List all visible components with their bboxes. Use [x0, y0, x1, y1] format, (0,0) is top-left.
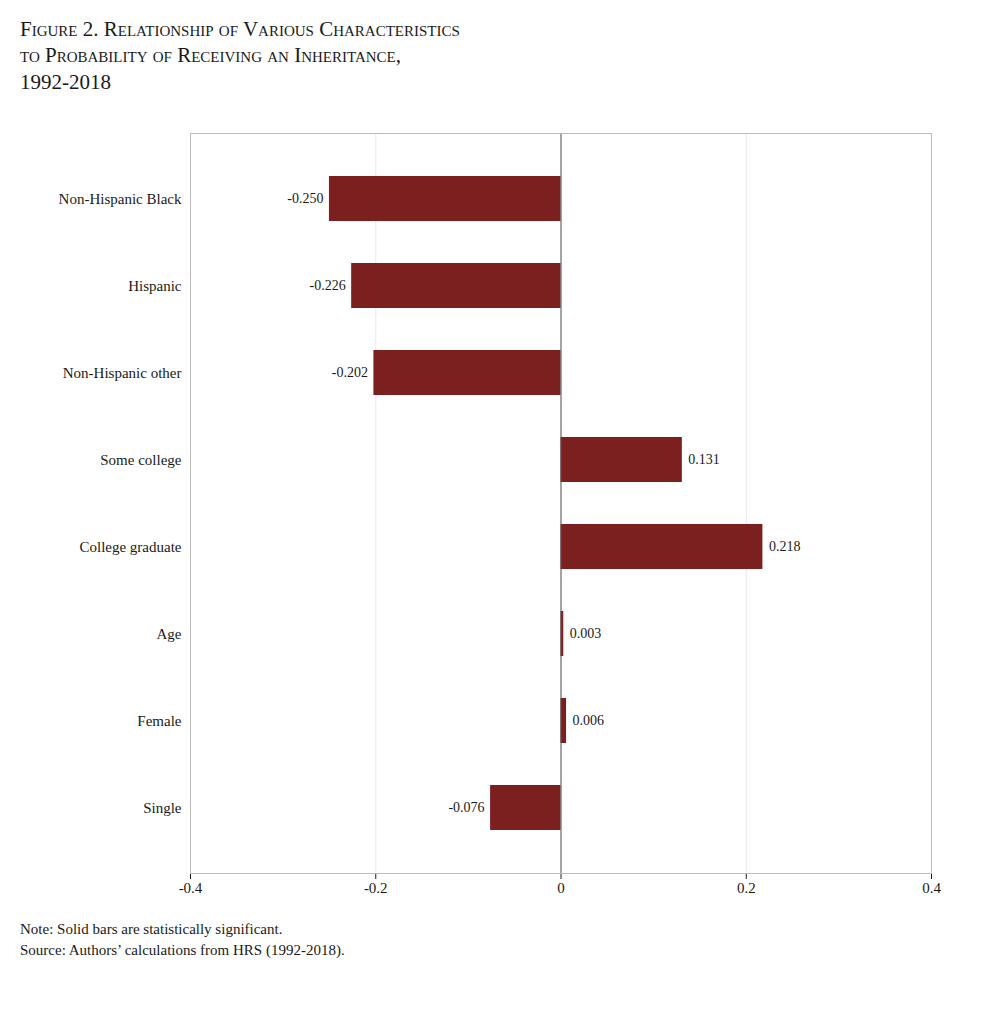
svg-text:Non-Hispanic other: Non-Hispanic other [63, 365, 182, 381]
html-text:to Probability of Receiving an: to Probability of Receiving an Inheritan… [20, 43, 401, 68]
svg-text:-0.076: -0.076 [448, 800, 484, 815]
html-text:1992-2018: 1992-2018 [20, 69, 111, 94]
svg-text:-0.202: -0.202 [332, 365, 368, 380]
svg-text:Non-Hispanic Black: Non-Hispanic Black [59, 191, 182, 207]
svg-text:College graduate: College graduate [79, 539, 181, 555]
svg-text:0.003: 0.003 [570, 626, 602, 641]
svg-text:0: 0 [557, 880, 565, 896]
svg-text:-0.4: -0.4 [179, 880, 203, 896]
html-text:Note: Solid bars are statistic: Note: Solid bars are statistically signi… [20, 920, 283, 937]
html-text:Figure 2. Relationship of Vari: Figure 2. Relationship of Various Charac… [20, 17, 460, 41]
svg-text:0.006: 0.006 [573, 713, 605, 728]
svg-text:Some college: Some college [100, 452, 182, 468]
svg-text:0.2: 0.2 [737, 880, 756, 896]
svg-text:-0.2: -0.2 [364, 880, 388, 896]
svg-text:Age: Age [157, 626, 182, 642]
svg-text:-0.250: -0.250 [287, 191, 323, 206]
svg-text:Female: Female [137, 713, 181, 729]
svg-text:Hispanic: Hispanic [128, 278, 182, 294]
svg-text:Single: Single [143, 800, 182, 816]
svg-text:0.4: 0.4 [922, 880, 941, 896]
html-text:Source: Authors’ calculations: Source: Authors’ calculations from HRS (… [20, 941, 345, 958]
svg-text:0.218: 0.218 [769, 539, 801, 554]
svg-text:-0.226: -0.226 [309, 278, 345, 293]
svg-text:0.131: 0.131 [688, 452, 720, 467]
